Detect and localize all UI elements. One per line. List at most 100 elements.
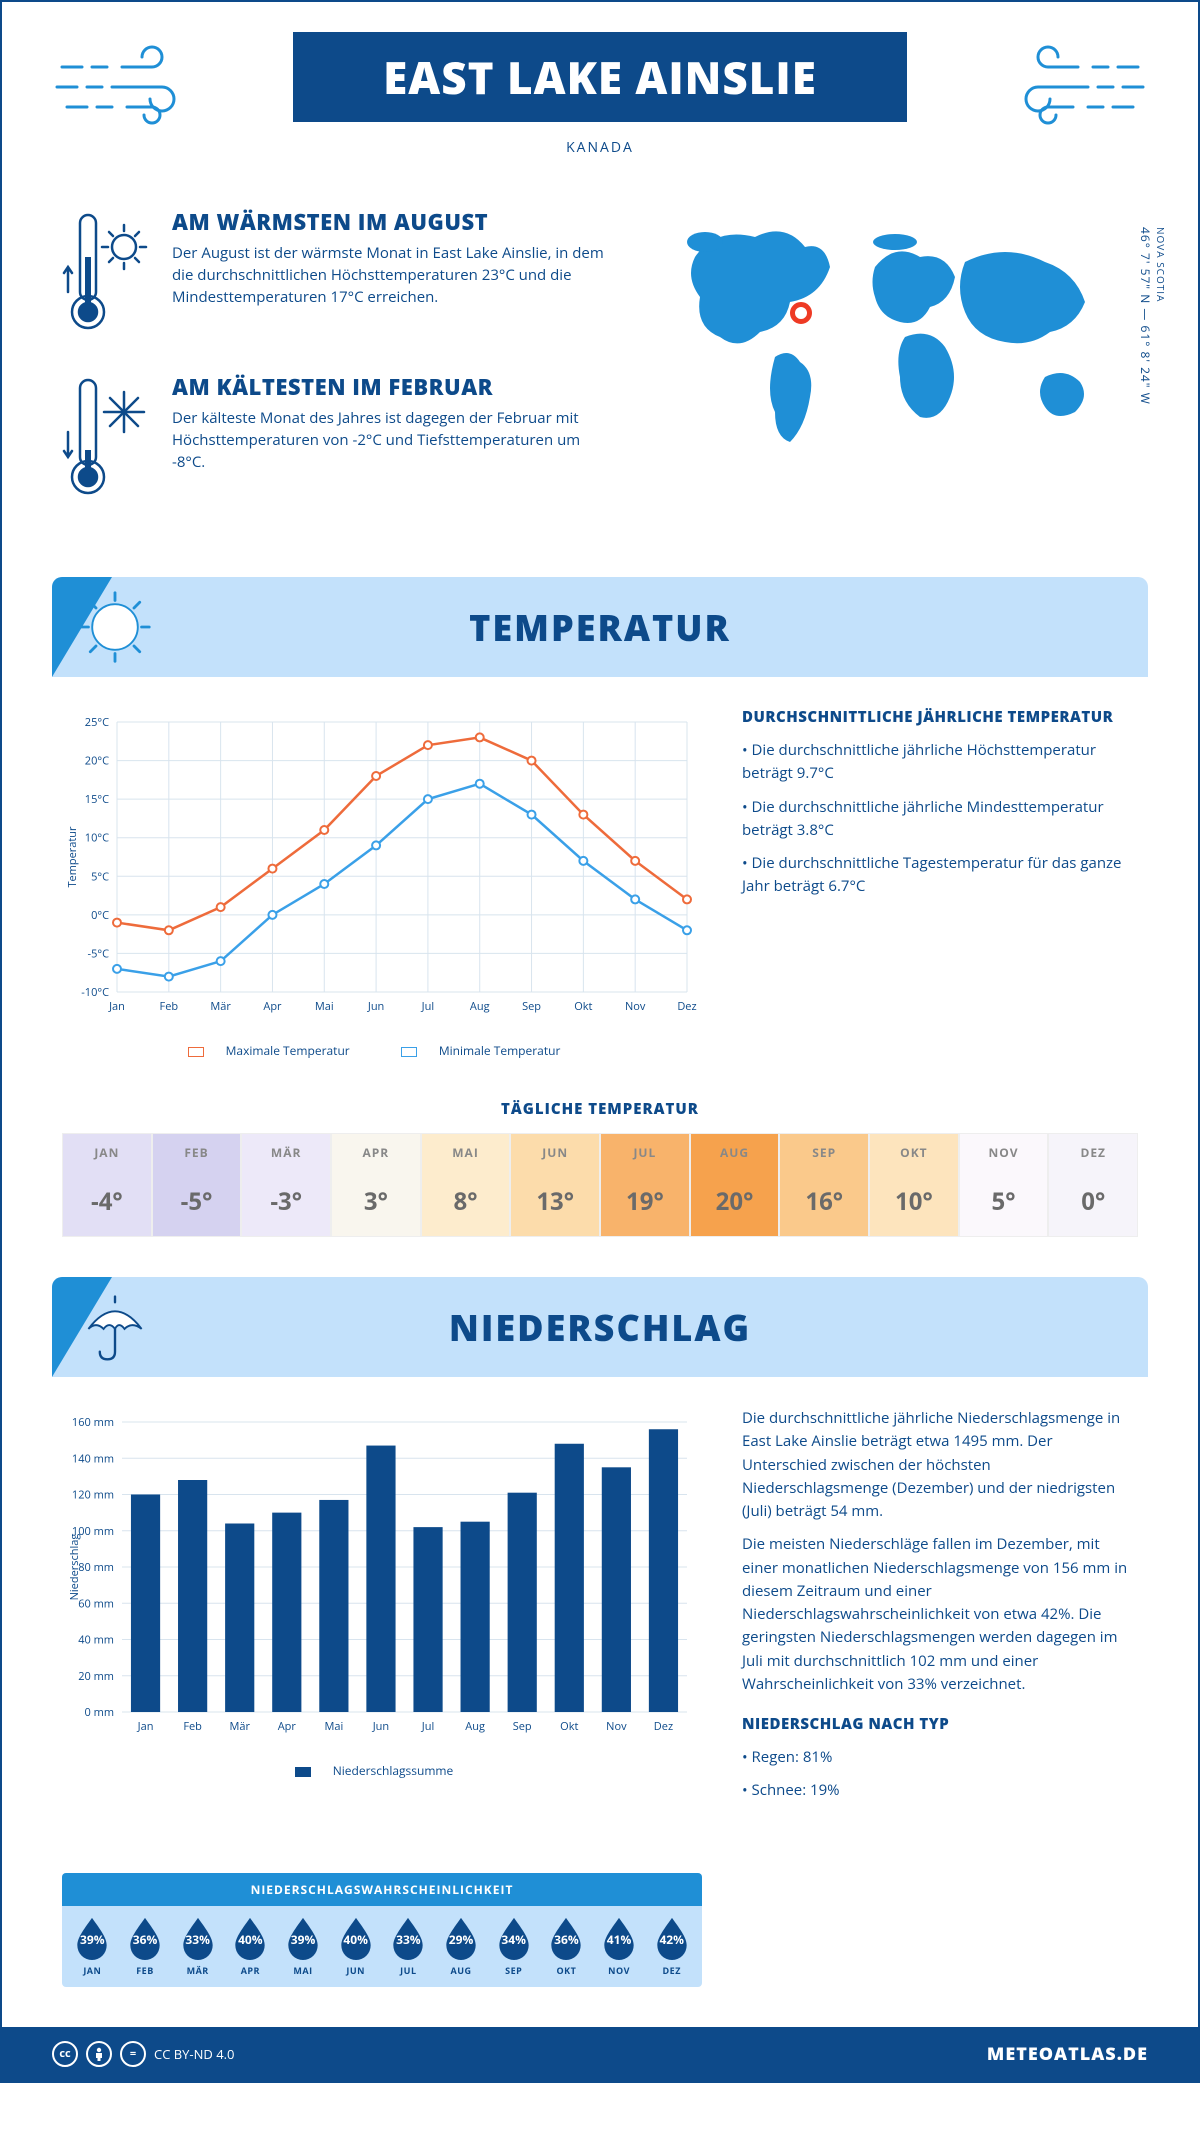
temp-section-title: TEMPERATUR [469, 603, 731, 652]
svg-text:Jun: Jun [372, 1719, 389, 1734]
thermometer-hot-icon [62, 207, 152, 337]
svg-text:Mär: Mär [210, 999, 231, 1014]
svg-text:Aug: Aug [465, 1719, 485, 1734]
brand-label: METEOATLAS.DE [987, 2042, 1148, 2066]
svg-text:Mai: Mai [315, 999, 334, 1014]
svg-text:Temperatur: Temperatur [65, 826, 80, 888]
temp-cell: DEZ 0° [1048, 1133, 1138, 1237]
svg-text:140 mm: 140 mm [72, 1451, 114, 1466]
svg-text:10°C: 10°C [85, 831, 109, 846]
sun-icon [77, 589, 153, 665]
precip-type-title: NIEDERSCHLAG NACH TYP [742, 1714, 1138, 1734]
temp-legend: Maximale Temperatur Minimale Temperatur [62, 1042, 702, 1059]
svg-text:60 mm: 60 mm [78, 1596, 114, 1611]
svg-text:Jan: Jan [108, 999, 125, 1014]
precip-section-title: NIEDERSCHLAG [449, 1303, 751, 1352]
prob-cell: 40% JUN [329, 1916, 382, 1977]
svg-text:Sep: Sep [522, 999, 541, 1014]
location-marker [790, 302, 812, 324]
thermometer-cold-icon [62, 372, 152, 502]
temp-cell: JUL 19° [600, 1133, 690, 1237]
intro-section: AM WÄRMSTEN IM AUGUST Der August ist der… [2, 177, 1198, 577]
temp-cell: OKT 10° [869, 1133, 959, 1237]
svg-text:20 mm: 20 mm [78, 1669, 114, 1684]
svg-text:Mär: Mär [229, 1719, 250, 1734]
svg-text:Nov: Nov [625, 999, 646, 1014]
svg-text:Aug: Aug [470, 999, 490, 1014]
svg-text:-5°C: -5°C [88, 946, 110, 961]
precip-para: Die meisten Niederschläge fallen im Deze… [742, 1533, 1138, 1696]
wind-icon [52, 42, 192, 132]
svg-text:80 mm: 80 mm [78, 1560, 114, 1575]
temp-cell: MÄR -3° [241, 1133, 331, 1237]
precip-type-rain: • Regen: 81% [742, 1746, 1138, 1769]
precip-legend: Niederschlagssumme [62, 1762, 702, 1779]
wind-icon [1008, 42, 1148, 132]
svg-text:15°C: 15°C [85, 792, 109, 807]
prob-cell: 36% OKT [540, 1916, 593, 1977]
temp-cell: JUN 13° [510, 1133, 600, 1237]
prob-title: NIEDERSCHLAGSWAHRSCHEINLICHKEIT [62, 1873, 702, 1906]
by-icon [86, 2041, 112, 2067]
svg-text:Okt: Okt [560, 1719, 578, 1734]
daily-temp-table: TÄGLICHE TEMPERATUR JAN -4° FEB -5° MÄR … [2, 1099, 1198, 1277]
svg-text:Feb: Feb [160, 999, 179, 1014]
prob-cell: 36% FEB [119, 1916, 172, 1977]
coldest-block: AM KÄLTESTEN IM FEBRUAR Der kälteste Mon… [62, 372, 605, 507]
raindrop-icon: 36% [123, 1916, 167, 1960]
temp-bullet: • Die durchschnittliche jährliche Mindes… [742, 796, 1138, 843]
raindrop-icon: 33% [386, 1916, 430, 1960]
svg-text:25°C: 25°C [85, 715, 109, 730]
precip-chart: 0 mm20 mm40 mm60 mm80 mm100 mm120 mm140 … [62, 1407, 702, 1813]
precip-probability: NIEDERSCHLAGSWAHRSCHEINLICHKEIT 39% JAN … [62, 1873, 702, 1987]
prob-cell: 33% MÄR [171, 1916, 224, 1977]
precip-header: NIEDERSCHLAG [52, 1277, 1148, 1377]
coordinates: NOVA SCOTIA 46° 7' 57" N — 61° 8' 24" W [1137, 227, 1168, 405]
prob-cell: 41% NOV [593, 1916, 646, 1977]
prob-cell: 33% JUL [382, 1916, 435, 1977]
coords-text: 46° 7' 57" N — 61° 8' 24" W [1137, 227, 1154, 405]
license: cc = CC BY-ND 4.0 [52, 2041, 234, 2067]
page-title: EAST LAKE AINSLIE [293, 32, 907, 122]
svg-text:Jun: Jun [367, 999, 384, 1014]
prob-cell: 29% AUG [435, 1916, 488, 1977]
raindrop-icon: 40% [228, 1916, 272, 1960]
svg-text:-10°C: -10°C [81, 985, 109, 1000]
temp-cell: SEP 16° [779, 1133, 869, 1237]
temp-cell: JAN -4° [62, 1133, 152, 1237]
warmest-block: AM WÄRMSTEN IM AUGUST Der August ist der… [62, 207, 605, 342]
prob-cell: 34% SEP [487, 1916, 540, 1977]
svg-text:Jul: Jul [421, 1719, 434, 1734]
infographic-page: EAST LAKE AINSLIE KANADA [0, 0, 1200, 2083]
daily-temp-title: TÄGLICHE TEMPERATUR [62, 1099, 1138, 1119]
raindrop-icon: 40% [334, 1916, 378, 1960]
warmest-title: AM WÄRMSTEN IM AUGUST [172, 207, 605, 237]
temp-cell: MAI 8° [421, 1133, 511, 1237]
footer: cc = CC BY-ND 4.0 METEOATLAS.DE [2, 2027, 1198, 2081]
raindrop-icon: 39% [70, 1916, 114, 1960]
world-map: NOVA SCOTIA 46° 7' 57" N — 61° 8' 24" W [645, 207, 1138, 537]
precip-type-snow: • Schnee: 19% [742, 1779, 1138, 1802]
svg-text:0°C: 0°C [91, 908, 109, 923]
warmest-text: Der August ist der wärmste Monat in East… [172, 243, 605, 308]
precip-para: Die durchschnittliche jährliche Niedersc… [742, 1407, 1138, 1523]
svg-text:Jan: Jan [137, 1719, 154, 1734]
temperature-header: TEMPERATUR [52, 577, 1148, 677]
temp-bullet: • Die durchschnittliche Tagestemperatur … [742, 852, 1138, 899]
cc-icon: cc [52, 2041, 78, 2067]
prob-cell: 42% DEZ [645, 1916, 698, 1977]
raindrop-icon: 34% [492, 1916, 536, 1960]
prob-cell: 39% JAN [66, 1916, 119, 1977]
svg-text:Feb: Feb [183, 1719, 202, 1734]
umbrella-icon [77, 1289, 153, 1365]
raindrop-icon: 36% [544, 1916, 588, 1960]
raindrop-icon: 42% [650, 1916, 694, 1960]
svg-text:Jul: Jul [421, 999, 434, 1014]
temp-cell: NOV 5° [959, 1133, 1049, 1237]
coldest-title: AM KÄLTESTEN IM FEBRUAR [172, 372, 605, 402]
raindrop-icon: 29% [439, 1916, 483, 1960]
header: EAST LAKE AINSLIE KANADA [2, 2, 1198, 177]
svg-text:Apr: Apr [278, 1719, 297, 1734]
svg-text:120 mm: 120 mm [72, 1488, 114, 1503]
svg-text:0 mm: 0 mm [84, 1705, 114, 1720]
